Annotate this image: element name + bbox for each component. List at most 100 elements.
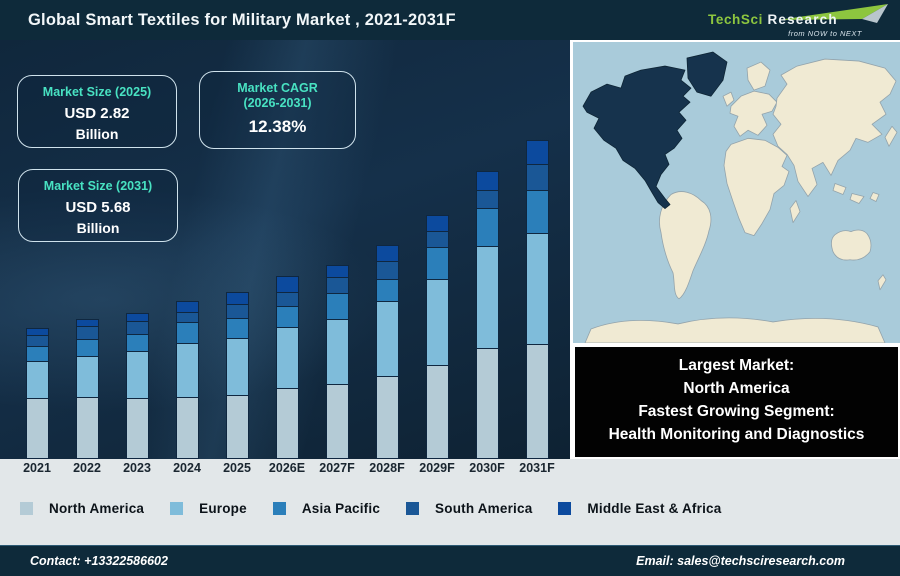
bar-2021 — [26, 328, 49, 459]
info-box-heading: Market Size (2031) — [43, 179, 153, 193]
bar-segment-north-america — [326, 384, 349, 459]
info-box-value: USD 2.82 — [64, 105, 130, 122]
x-axis-label-2022: 2022 — [73, 461, 101, 475]
bar-segment-north-america — [176, 397, 199, 459]
x-axis-label-2029F: 2029F — [419, 461, 455, 475]
bar-segment-europe — [176, 343, 199, 398]
bar-2030F — [476, 171, 499, 459]
legend-item-middle-east-africa: Middle East & Africa — [558, 501, 721, 516]
info-box-value: USD 5.68 — [65, 199, 131, 216]
map-madagascar — [789, 200, 801, 224]
x-axis: 2021 2022 2023 2024 2025 2026E 2027F 2028F 2029F… — [0, 461, 570, 479]
legend-swatch-icon — [272, 502, 286, 515]
bar-segment-europe — [376, 301, 399, 377]
map-island — [832, 183, 847, 195]
bar-segment-europe — [326, 319, 349, 385]
footer-email: Email: sales@techsciresearch.com — [636, 554, 845, 568]
x-axis-label-2028F: 2028F — [369, 461, 405, 475]
bar-segment-asia-pacific — [126, 334, 149, 352]
bar-segment-middle-east-africa — [276, 276, 299, 293]
world-map-svg — [573, 42, 900, 343]
bar-segment-asia-pacific — [526, 190, 549, 234]
legend-item-south-america: South America — [406, 501, 532, 516]
map-japan — [884, 125, 898, 147]
bar-2022 — [76, 319, 99, 459]
info-box-subheading: (2026-2031) — [243, 96, 312, 110]
bar-segment-north-america — [376, 376, 399, 459]
logo-text-techsci: TechSci — [708, 12, 763, 27]
legend-swatch-icon — [558, 502, 572, 515]
info-box-market-cagr: Market CAGR (2026-2031) 12.38% — [199, 71, 356, 149]
x-axis-label-2021: 2021 — [23, 461, 51, 475]
bar-2026E — [276, 276, 299, 459]
bar-segment-europe — [426, 279, 449, 366]
legend-label: South America — [435, 501, 533, 516]
logo-text-research: Research — [767, 12, 838, 27]
bar-segment-asia-pacific — [276, 306, 299, 328]
bar-segment-south-america — [226, 304, 249, 319]
bar-segment-asia-pacific — [426, 247, 449, 280]
bar-segment-asia-pacific — [26, 346, 49, 362]
bar-segment-south-america — [526, 164, 549, 191]
map-africa — [723, 137, 790, 237]
legend-label: Middle East & Africa — [587, 501, 722, 516]
bar-segment-asia-pacific — [76, 339, 99, 357]
right-panel: Largest Market: North America Fastest Gr… — [570, 40, 900, 459]
bar-segment-europe — [276, 327, 299, 389]
bar-2027F — [326, 265, 349, 459]
info-box-value: 12.38% — [248, 117, 307, 136]
x-axis-label-2026E: 2026E — [268, 461, 306, 475]
info-box-market-size-2025: Market Size (2025) USD 2.82 Billion — [17, 75, 177, 148]
bar-segment-south-america — [76, 326, 99, 340]
info-box-heading: Market Size (2025) — [42, 85, 152, 99]
bar-segment-north-america — [226, 395, 249, 459]
map-uk — [722, 91, 735, 107]
legend-label: North America — [49, 501, 145, 516]
bar-2028F — [376, 245, 399, 459]
bar-segment-north-america — [476, 348, 499, 459]
bar-segment-south-america — [126, 321, 149, 335]
bar-segment-south-america — [426, 231, 449, 248]
bar-segment-europe — [226, 338, 249, 396]
logo-arrow-icon — [778, 4, 888, 23]
bar-segment-asia-pacific — [476, 208, 499, 247]
bar-segment-middle-east-africa — [526, 140, 549, 165]
bar-segment-asia-pacific — [376, 279, 399, 302]
bar-segment-europe — [526, 233, 549, 345]
legend-swatch-icon — [406, 502, 420, 515]
title-bar: Global Smart Textiles for Military Marke… — [0, 0, 900, 40]
bar-segment-asia-pacific — [326, 293, 349, 320]
legend-swatch-icon — [170, 502, 184, 515]
map-new-zealand — [877, 274, 887, 291]
bar-2029F — [426, 215, 449, 459]
legend-label: Europe — [199, 501, 247, 516]
bar-segment-europe — [476, 246, 499, 349]
bar-segment-north-america — [276, 388, 299, 459]
map-europe — [729, 90, 778, 137]
map-island — [849, 193, 865, 204]
x-axis-label-2024: 2024 — [173, 461, 201, 475]
info-box-heading: Market CAGR — [237, 81, 318, 95]
legend-item-north-america: North America — [20, 501, 144, 516]
bar-2023 — [126, 313, 149, 459]
bar-segment-north-america — [26, 398, 49, 459]
bar-segment-north-america — [126, 398, 149, 459]
legend-swatch-icon — [20, 502, 33, 515]
map-greenland-highlight — [686, 51, 728, 97]
x-axis-label-2031F: 2031F — [519, 461, 555, 475]
bar-segment-middle-east-africa — [476, 171, 499, 191]
info-box-market-size-2031: Market Size (2031) USD 5.68 Billion — [18, 169, 178, 242]
bar-segment-asia-pacific — [176, 322, 199, 344]
footer-bar: Contact: +13322586602 Email: sales@techs… — [0, 545, 900, 576]
map-north-america-highlight — [582, 65, 692, 209]
logo-tagline: from NOW to NEXT — [788, 29, 862, 38]
x-axis-label-2027F: 2027F — [319, 461, 355, 475]
bar-segment-south-america — [476, 190, 499, 209]
bar-2024 — [176, 301, 199, 459]
bar-2031F — [526, 140, 549, 459]
bar-segment-europe — [76, 356, 99, 398]
map-antarctica — [584, 317, 886, 343]
bar-segment-middle-east-africa — [376, 245, 399, 262]
world-map — [573, 42, 900, 343]
